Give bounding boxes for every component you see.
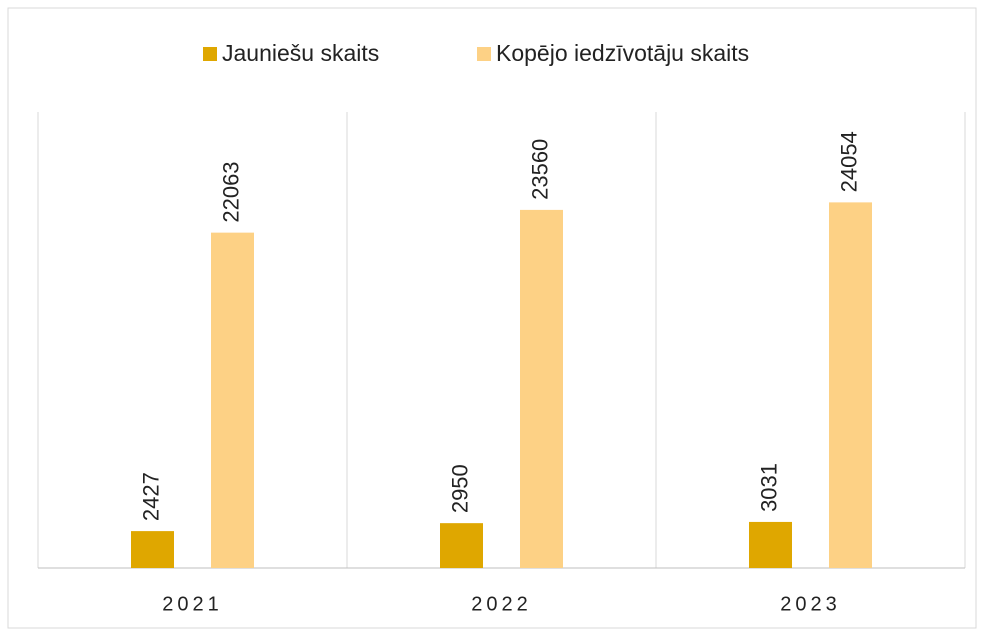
value-label: 3031 (756, 463, 781, 512)
value-label: 23560 (527, 139, 552, 200)
bar (131, 531, 174, 568)
bar (749, 521, 792, 568)
bar (211, 232, 254, 568)
value-label: 24054 (836, 131, 861, 192)
value-label: 22063 (218, 161, 243, 222)
x-tick-label: 2023 (780, 593, 841, 615)
chart-border (7, 7, 977, 629)
value-label: 2427 (138, 472, 163, 521)
bar (520, 209, 563, 568)
x-tick-label: 2022 (471, 593, 532, 615)
legend-label: Kopējo iedzīvotāju skaits (496, 40, 749, 66)
legend-swatch (203, 47, 217, 61)
x-tick-label: 2021 (162, 593, 223, 615)
legend-swatch (477, 47, 491, 61)
legend-label: Jauniešu skaits (222, 40, 379, 66)
value-label: 2950 (447, 464, 472, 513)
bar (829, 202, 872, 568)
bar (440, 523, 483, 568)
